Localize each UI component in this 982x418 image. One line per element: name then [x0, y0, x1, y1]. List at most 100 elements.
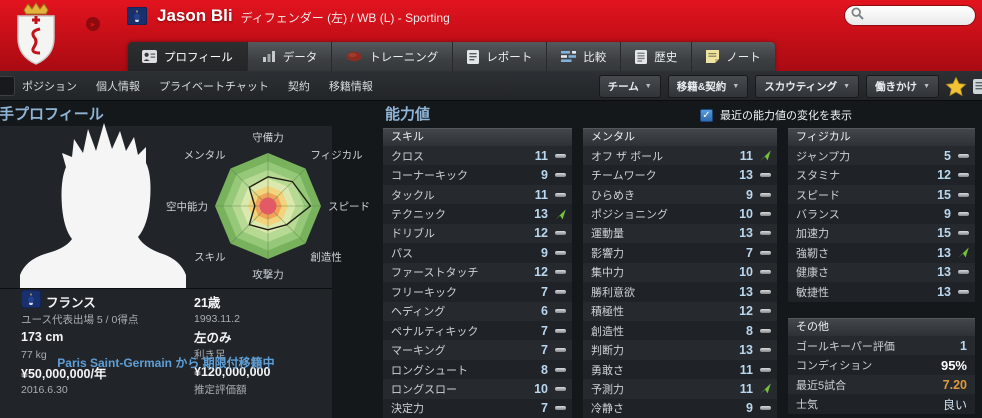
tab-label: データ [282, 51, 318, 64]
toolbar-item[interactable]: プライベートチャット [159, 81, 269, 93]
ability-radar-chart: 守備力 フィジカル スピード 創造性 攻撃力 スキル 空中能力 メンタル [166, 124, 370, 290]
trend-flat-icon [753, 406, 777, 410]
trend-flat-icon [951, 212, 975, 216]
attribute-row: ロングシュート 8 [383, 359, 572, 380]
group-header: スキル [383, 128, 572, 146]
tab-2[interactable]: トレーニング [332, 42, 454, 71]
svg-text:攻撃力: 攻撃力 [252, 268, 284, 281]
attributes-panel-title: 能力値 [385, 106, 431, 123]
tab-label: プロフィール [164, 51, 233, 64]
player-name: Jason Bli [157, 6, 233, 25]
notes-shortcut-icon[interactable] [973, 79, 982, 94]
dropdown-button[interactable]: チーム ▼ [598, 75, 661, 98]
trend-flat-icon [753, 173, 777, 177]
attribute-row: 勇敢さ 11 [583, 359, 777, 380]
player-position-club: ディフェンダー (左) / WB (L) - Sporting [240, 10, 450, 25]
attribute-row: ペナルティキック 7 [383, 320, 572, 341]
attribute-row: ゴールキーパー評価 1 [788, 336, 975, 356]
attribute-row: 勝利意欲 13 [583, 282, 777, 302]
show-changes-label: 最近の能力値の変化を表示 [720, 110, 852, 122]
attribute-row: 強靭さ 13 [788, 243, 975, 263]
dropdown-button[interactable]: 移籍&契約 ▼ [667, 75, 749, 98]
show-changes-checkbox[interactable]: ✓ [700, 108, 713, 122]
nation-france-icon [126, 6, 149, 26]
trend-flat-icon [548, 290, 572, 294]
attribute-row: フリーキック 7 [383, 282, 572, 302]
svg-text:スキル: スキル [194, 251, 226, 263]
attribute-row: 集中力 10 [583, 262, 777, 283]
trend-flat-icon [753, 270, 777, 274]
note-icon [706, 50, 720, 63]
attribute-row: バランス 9 [788, 204, 975, 224]
toolbar-item[interactable]: 契約 [287, 81, 310, 93]
tab-label: レポート [486, 51, 533, 64]
svg-text:メンタル: メンタル [184, 150, 226, 162]
attribute-row: 創造性 8 [583, 320, 777, 341]
attribute-row: ドリブル 12 [383, 223, 572, 244]
attribute-row: ロングスロー 10 [383, 379, 572, 399]
chevron-down-icon: ▼ [644, 83, 652, 90]
svg-text:守備力: 守備力 [252, 131, 284, 144]
toolbar-stub-button[interactable] [0, 76, 15, 96]
trend-flat-icon [951, 290, 975, 294]
search-icon [851, 6, 864, 25]
toolbar-item[interactable]: 個人情報 [96, 81, 140, 93]
attribute-row: ひらめき 9 [583, 184, 777, 205]
trend-flat-icon [548, 231, 572, 235]
trend-flat-icon [548, 368, 572, 372]
tab-5[interactable]: 歴史 [621, 42, 693, 71]
trend-up-icon [753, 149, 777, 162]
attribute-row: スタミナ 12 [788, 165, 975, 185]
toolbar: ポジション 個人情報 プライベートチャット 契約 移籍情報 チーム ▼ 移籍&契約 ▼ … [0, 71, 982, 101]
report-icon [467, 49, 480, 64]
dropdown-button[interactable]: スカウティング ▼ [755, 75, 860, 98]
attribute-row: オフ ザ ボール 11 [583, 146, 777, 166]
attribute-row: 影響力 7 [583, 243, 777, 263]
svg-text:空中能力: 空中能力 [166, 200, 208, 213]
svg-text:創造性: 創造性 [310, 250, 342, 263]
attribute-row: 最近5試合 7.20 [788, 374, 975, 395]
tab-label: 比較 [583, 51, 607, 64]
attribute-group-skill: スキル クロス 11 コーナーキック 9 タックル 11 テクニック 13 ドリ… [383, 128, 572, 418]
player-info-list: フランス 21歳 ユース代表出場 5 / 0得点 1993.11.2 173 c… [0, 288, 332, 399]
player-photo-silhouette [20, 123, 186, 289]
attribute-row: マーキング 7 [383, 340, 572, 360]
attribute-row: 予測力 11 [583, 379, 777, 399]
tab-6[interactable]: ノート [692, 42, 775, 71]
attribute-row: 健康さ 13 [788, 262, 975, 283]
dropdown-button[interactable]: 働きかけ ▼ [866, 75, 939, 98]
group-header: メンタル [583, 128, 777, 146]
info-row: 173 cm 左のみ [21, 329, 232, 346]
attribute-row: パス 9 [383, 243, 572, 263]
tab-0[interactable]: プロフィール [128, 42, 248, 71]
loan-status-note: Paris Saint-Germain から 期限付移籍中 [57, 356, 275, 370]
trend-flat-icon [548, 329, 572, 333]
search-box[interactable] [844, 5, 976, 26]
trend-flat-icon [753, 348, 777, 352]
compare-icon [561, 50, 577, 63]
show-changes-row: ✓ 最近の能力値の変化を表示 [700, 107, 852, 123]
history-icon [635, 49, 648, 64]
toolbar-item[interactable]: 移籍情報 [328, 81, 373, 93]
info-row: 2016.6.30 推定評価額 [21, 383, 247, 397]
club-crest-icon [17, 2, 55, 65]
search-input[interactable] [868, 8, 969, 23]
chevron-down-icon: ▼ [923, 83, 930, 90]
trend-flat-icon [548, 154, 572, 158]
attribute-row: 士気 良い [788, 394, 975, 414]
toolbar-item[interactable]: ポジション [22, 81, 77, 93]
svg-text:フィジカル: フィジカル [310, 150, 362, 162]
tab-1[interactable]: データ [247, 42, 333, 71]
tab-3[interactable]: レポート [453, 42, 548, 71]
attribute-group-mental: メンタル オフ ザ ボール 11 チームワーク 13 ひらめき 9 ポジショニン… [583, 128, 777, 418]
profile-panel: 守備力 フィジカル スピード 創造性 攻撃力 スキル 空中能力 メンタル フランス 21歳 ユ… [0, 123, 370, 418]
group-header: フィジカル [788, 128, 975, 146]
trend-flat-icon [951, 173, 975, 177]
attribute-row: コンディション 95% [788, 355, 975, 375]
header-expand-button[interactable]: ▸ [86, 17, 100, 31]
attribute-row: 積極性 12 [583, 301, 777, 321]
tab-4[interactable]: 比較 [547, 42, 622, 71]
favorite-star-icon[interactable] [946, 77, 966, 96]
attribute-row: ポジショニング 10 [583, 204, 777, 224]
profile-icon [142, 50, 157, 63]
